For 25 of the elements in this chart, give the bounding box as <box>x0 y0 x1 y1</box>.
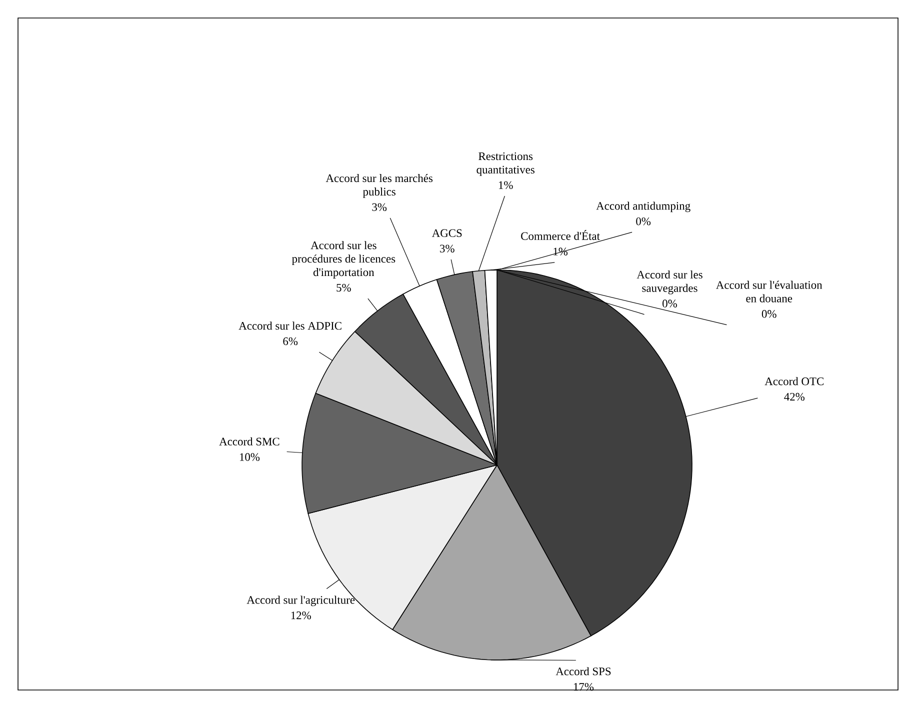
slice-label: Accord sur les marchés publics <box>326 174 433 198</box>
data-label: 3% <box>440 244 454 252</box>
data-label: 12% <box>291 612 311 620</box>
text: 0% <box>762 310 776 318</box>
slice-label: Accord OTC <box>764 377 824 386</box>
slice-label: Accord sur l'agriculture <box>246 596 355 606</box>
category-label: Accord sur l'évaluation en douane <box>716 280 822 302</box>
data-label: 6% <box>283 337 298 346</box>
slice-label: Commerce d'État <box>521 230 600 240</box>
data-label: 5% <box>336 284 351 292</box>
category-label: Accord sur les sauvegardes <box>636 270 702 294</box>
data-label: 42% <box>784 392 804 401</box>
text: 0% <box>636 217 651 226</box>
slice-label: Accord sur les procédures de licences d'importation <box>292 241 396 278</box>
data-label: 17% <box>574 683 594 691</box>
slice-label: Accord SMC <box>219 437 280 446</box>
slice-label: Restrictions quantitatives <box>476 152 534 176</box>
slice-label: Accord SPS <box>556 667 611 676</box>
data-label: 10% <box>240 453 260 461</box>
data-label: 3% <box>372 203 387 212</box>
data-label: 1% <box>498 181 513 190</box>
text: 0% <box>662 300 677 308</box>
slice-label: Accord sur les ADPIC <box>238 322 342 330</box>
category-label: Accord antidumping <box>596 202 690 212</box>
slice-label: AGCS <box>432 229 462 237</box>
